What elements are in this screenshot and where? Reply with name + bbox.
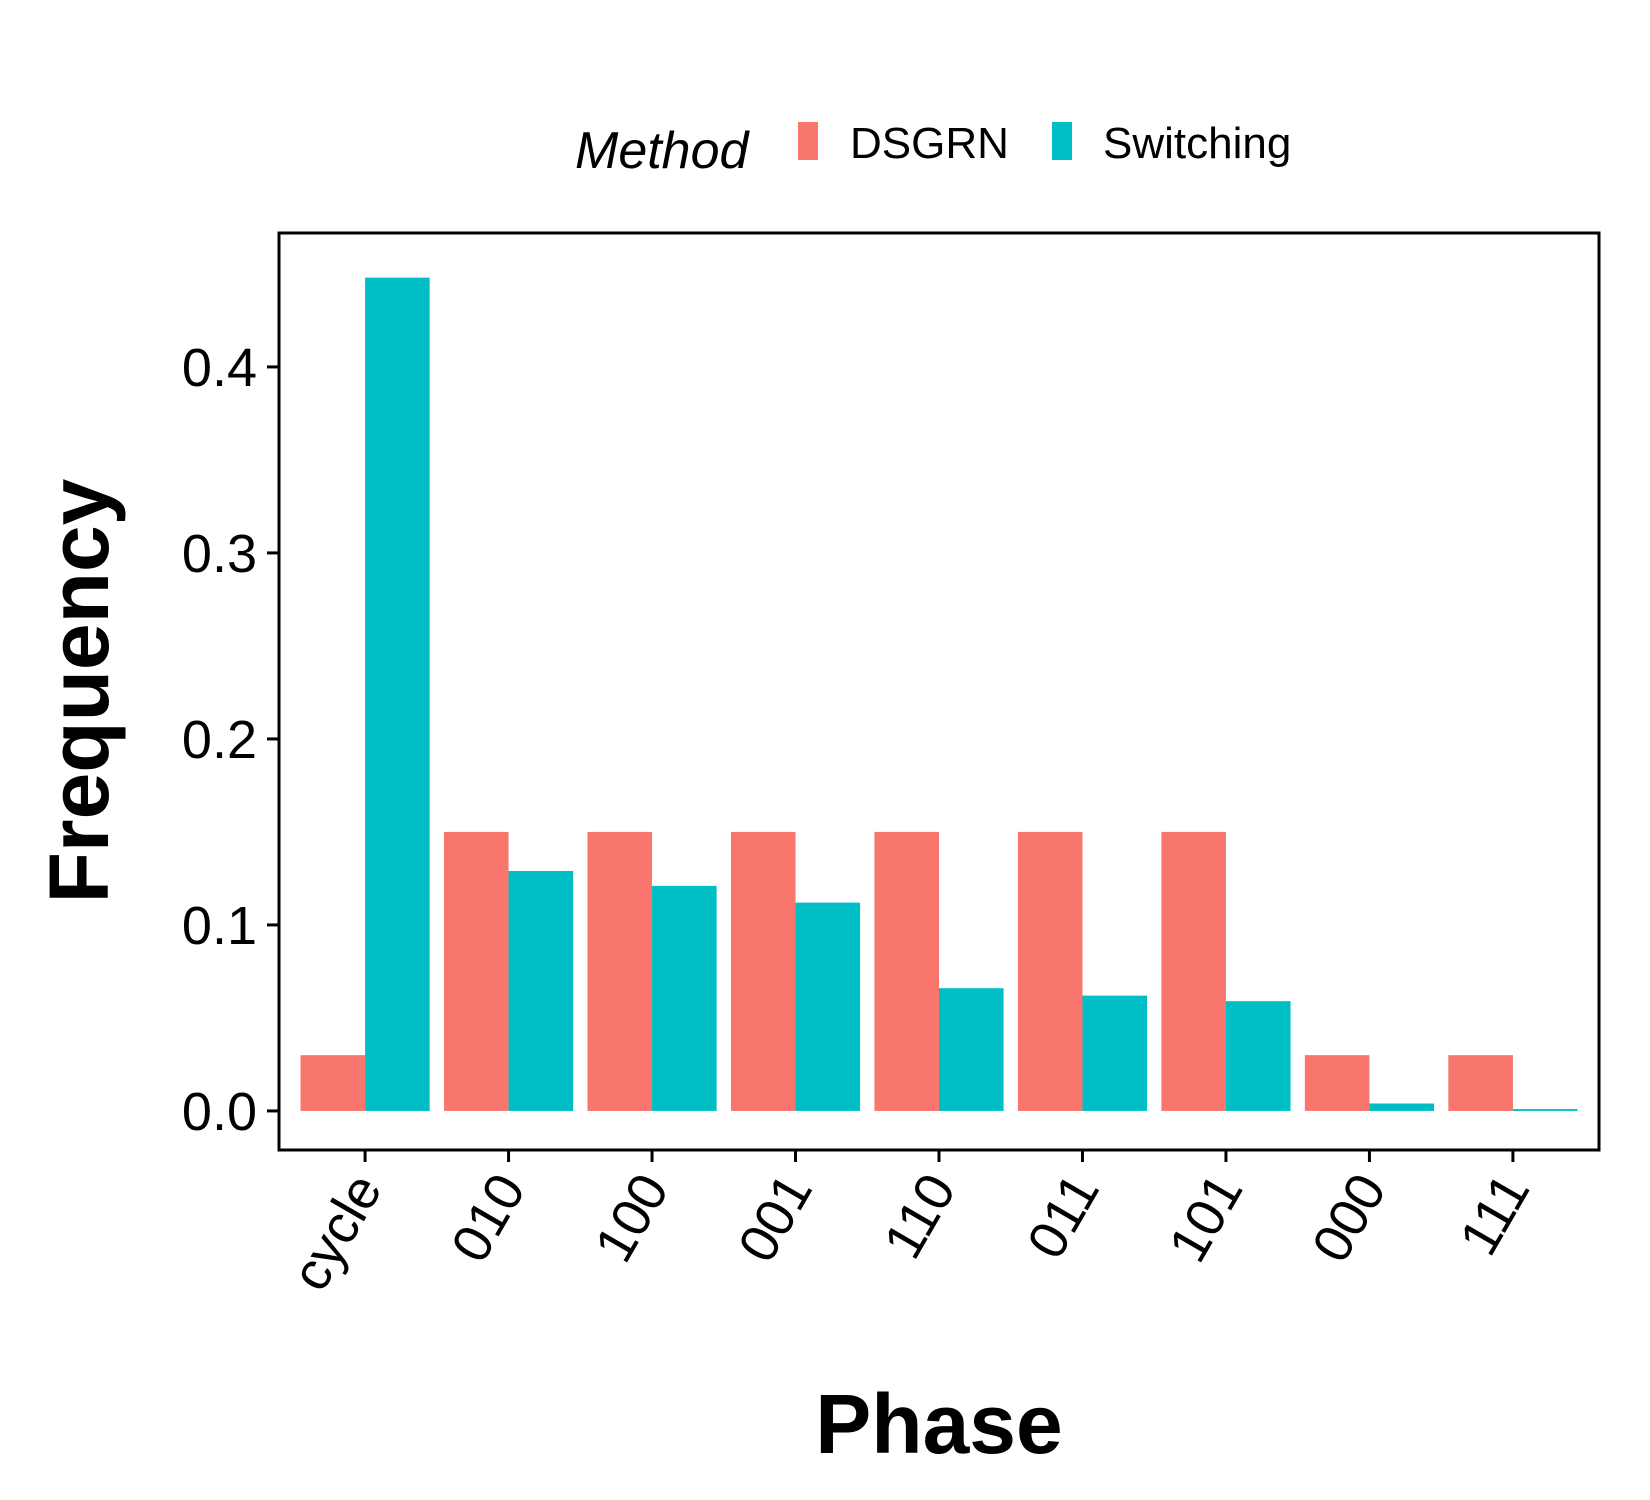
y-axis: 0.0 0.1 0.2 0.3 0.4: [182, 338, 279, 1142]
bar-dsgrn-010: [444, 831, 509, 1111]
bar-dsgrn-110: [874, 831, 939, 1111]
y-tick-label: 0.3: [182, 524, 257, 584]
y-tick-label: 0.4: [182, 338, 257, 398]
x-tick-label: 000: [1301, 1164, 1398, 1272]
x-tick-label: 100: [583, 1164, 680, 1272]
legend-title: Method: [575, 122, 751, 180]
bar-dsgrn-101: [1161, 831, 1226, 1111]
x-axis-title: Phase: [815, 1377, 1063, 1471]
plot-panel-border: [277, 231, 1601, 1152]
x-tick-label: 001: [727, 1164, 824, 1272]
bar-switching-000: [1369, 1103, 1434, 1111]
bar-dsgrn-011: [1017, 831, 1083, 1111]
legend: Method DSGRN Switching: [575, 119, 1291, 180]
bar-switching-001: [795, 902, 861, 1111]
y-tick-label: 0.2: [182, 710, 257, 770]
legend-swatch-dsgrn: [798, 122, 818, 160]
x-tick-label: 011: [1016, 1164, 1111, 1269]
x-tick-label: cycle: [280, 1164, 393, 1301]
bar-dsgrn-cycle: [300, 1055, 366, 1111]
y-axis-title: Frequency: [32, 478, 126, 903]
bar-switching-100: [652, 885, 717, 1111]
bar-dsgrn-100: [587, 831, 653, 1111]
bar-switching-cycle: [365, 277, 430, 1111]
x-tick-label: 111: [1448, 1164, 1541, 1265]
x-tick-label: 010: [440, 1164, 537, 1272]
legend-swatch-switching: [1052, 122, 1072, 160]
bar-switching-110: [939, 988, 1004, 1111]
bar-switching-101: [1225, 1001, 1291, 1111]
bar-dsgrn-000: [1304, 1055, 1370, 1111]
bar-switching-111: [1512, 1109, 1578, 1111]
y-tick-label: 0.1: [182, 896, 257, 956]
x-axis: cycle 010 100 001 110 011 101 000 111: [280, 1150, 1541, 1301]
legend-label-switching: Switching: [1103, 119, 1291, 168]
y-tick-label: 0.0: [182, 1082, 257, 1142]
x-tick-label: 101: [1157, 1164, 1254, 1272]
legend-label-dsgrn: DSGRN: [850, 119, 1009, 168]
bar-dsgrn-001: [730, 831, 796, 1111]
bars-layer: [300, 277, 1578, 1111]
bar-switching-011: [1082, 995, 1148, 1111]
bar-switching-010: [508, 870, 574, 1111]
x-tick-label: 110: [872, 1164, 967, 1269]
bar-dsgrn-111: [1448, 1055, 1513, 1111]
